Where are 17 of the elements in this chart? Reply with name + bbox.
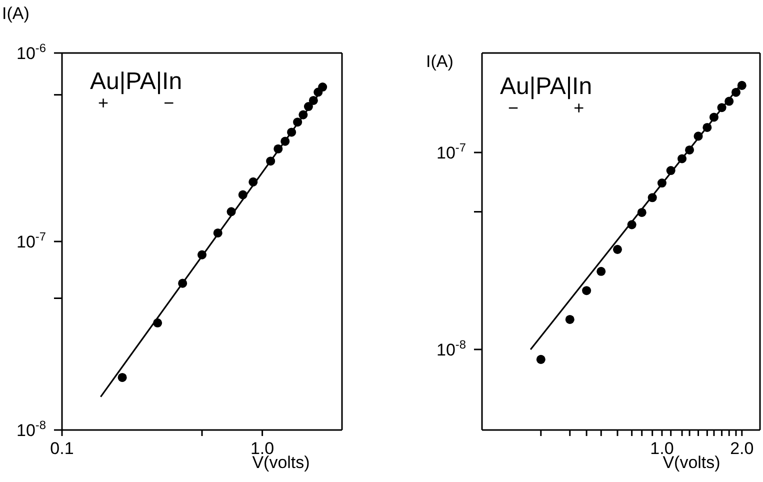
annotation: − bbox=[164, 93, 174, 113]
x-axis-title: V(volts) bbox=[252, 453, 310, 472]
y-tick-label: 10$^{-7}$ bbox=[436, 140, 466, 162]
annotation: − bbox=[508, 98, 519, 118]
x-tick-label: 2.0 bbox=[730, 439, 754, 458]
y-tick-label: 10$^{-6}$ bbox=[16, 41, 46, 63]
annotation: + bbox=[98, 93, 109, 113]
y-axis-title: I(A) bbox=[2, 4, 30, 23]
annotation: Au|PA|In bbox=[90, 68, 182, 95]
y-tick-label: 10$^{-8}$ bbox=[16, 418, 46, 440]
y-tick-label: 10$^{-7}$ bbox=[16, 230, 46, 252]
y-axis-title: I(A) bbox=[426, 52, 454, 71]
x-tick-label: 0.1 bbox=[50, 439, 74, 458]
y-tick-label: 10$^{-8}$ bbox=[436, 337, 466, 360]
annotation: Au|PA|In bbox=[500, 73, 592, 100]
x-axis-title: V(volts) bbox=[662, 453, 720, 472]
annotation: + bbox=[574, 98, 584, 118]
